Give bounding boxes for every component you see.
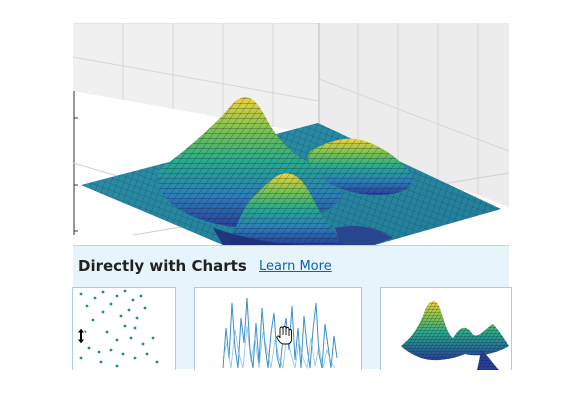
banner-title: Directly with Charts xyxy=(78,257,247,275)
line-plot-preview xyxy=(222,297,338,370)
learn-more-link[interactable]: Learn More xyxy=(259,259,332,274)
scatter-chart-thumbnail[interactable] xyxy=(72,287,176,370)
surface-plot-hero xyxy=(73,23,509,245)
surface-chart-thumbnail[interactable] xyxy=(380,287,512,370)
hand-cursor-icon xyxy=(276,326,292,345)
resize-vertical-cursor-icon xyxy=(75,327,87,345)
mini-surface xyxy=(401,301,509,370)
line-chart-thumbnail[interactable] xyxy=(194,287,362,370)
charts-banner: Directly with Charts Learn More xyxy=(72,245,512,370)
scatter-points xyxy=(79,289,159,368)
line-series xyxy=(222,297,338,369)
surface-plot xyxy=(73,23,509,245)
surface-plot-preview xyxy=(401,301,509,370)
wall-grid xyxy=(73,23,509,195)
scatter-plot-preview xyxy=(75,289,159,368)
